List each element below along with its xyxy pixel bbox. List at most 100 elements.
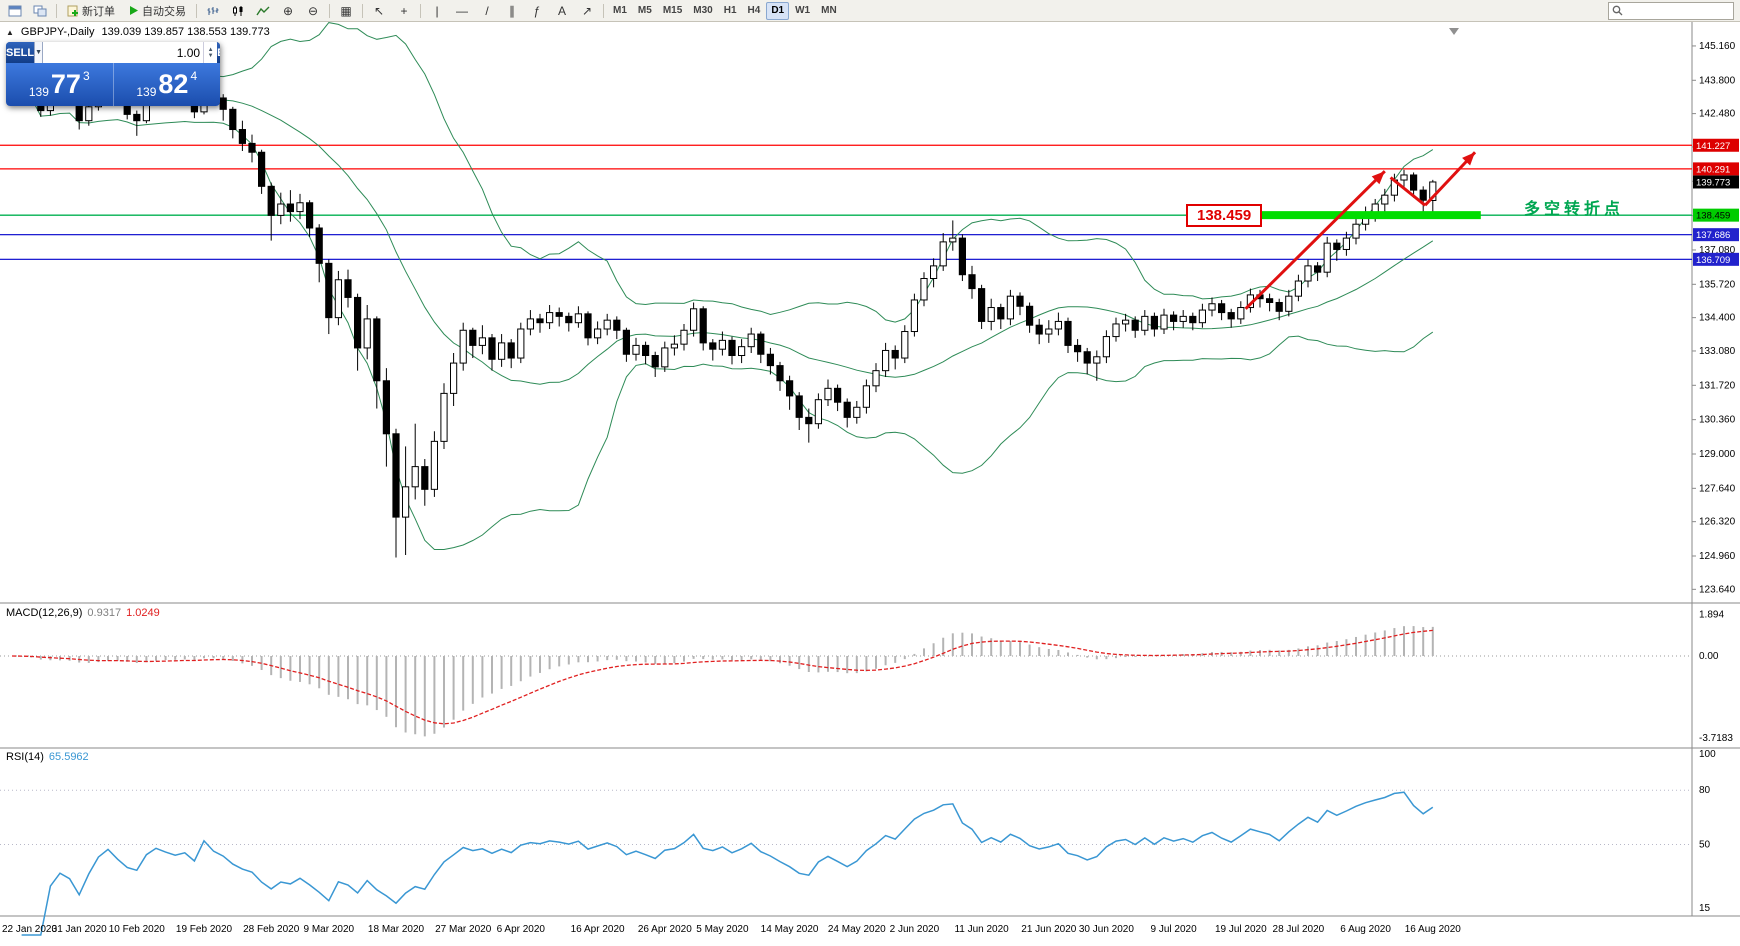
candle — [680, 329, 688, 345]
candle — [939, 241, 947, 267]
arrow-tool-button[interactable]: ↗ — [581, 3, 593, 18]
bid-price-button[interactable]: 139 77 3 — [6, 63, 114, 106]
one-click-toggle-icon[interactable]: ▲ — [6, 27, 14, 37]
vline-tool-button[interactable]: | — [435, 3, 439, 18]
timeframe-button-mn[interactable]: MN — [821, 5, 837, 16]
candle — [229, 108, 237, 131]
candle — [402, 486, 410, 518]
candle — [373, 318, 381, 382]
candle — [613, 319, 621, 331]
timeframe-button-w1[interactable]: W1 — [795, 5, 811, 16]
candle — [1026, 305, 1034, 326]
timeframe-button-m30[interactable]: M30 — [693, 5, 713, 16]
candlestick-chart-button[interactable] — [226, 1, 250, 21]
candle — [363, 318, 371, 349]
trade-panel-header: SELL ▼ ▲ ▼ BUY — [6, 42, 220, 63]
candle — [248, 142, 256, 153]
hline-tool-button[interactable]: — — [456, 3, 468, 18]
volume-spinner-up-icon[interactable]: ▲ — [207, 46, 214, 53]
date-label: 21 Jun 2020 — [1021, 924, 1076, 935]
timeframe-button-m5[interactable]: M5 — [637, 5, 652, 16]
trend-arrow-line[interactable] — [1244, 170, 1386, 310]
buy-button[interactable]: BUY — [217, 42, 220, 63]
trend-arrowhead[interactable] — [1462, 152, 1475, 166]
turning-point-note[interactable]: 多空转折点 — [1524, 201, 1625, 218]
cursor-tool-button[interactable]: ↖ — [373, 3, 385, 18]
ask-frac: 4 — [190, 69, 198, 83]
ask-pips: 82 — [158, 69, 189, 99]
trend-arrowhead[interactable] — [1371, 171, 1385, 185]
channel-tool-button[interactable]: ∥ — [509, 3, 515, 18]
price-badge — [1693, 175, 1739, 189]
candle — [546, 312, 554, 324]
candle — [1314, 265, 1322, 273]
autotrade-button[interactable]: 自动交易 — [122, 1, 192, 21]
crosshair-tool-button[interactable]: + — [400, 3, 408, 18]
candle — [958, 237, 966, 276]
toolbar-separator — [603, 3, 604, 18]
bar-chart-icon — [207, 6, 219, 15]
zoom-in-button[interactable]: ⊕ — [282, 3, 294, 18]
line-chart-button[interactable] — [251, 1, 275, 21]
price-tick-label: 126.320 — [1699, 517, 1736, 528]
price-tick-label: 123.640 — [1699, 584, 1736, 595]
chart-shift-marker[interactable] — [1449, 28, 1459, 35]
candle — [555, 312, 563, 317]
candle — [872, 370, 880, 387]
search-input[interactable] — [1626, 4, 1730, 17]
candle — [488, 337, 496, 360]
macd-tick-label: 1.894 — [1699, 609, 1724, 620]
trendline-tool-button[interactable]: / — [485, 3, 489, 18]
date-label: 14 May 2020 — [761, 924, 819, 935]
toolbar-separator — [196, 3, 197, 18]
price-tick-label: 131.720 — [1699, 380, 1736, 391]
macd-tick-label: -3.7183 — [1699, 733, 1733, 744]
candle — [642, 344, 650, 357]
candle — [738, 346, 746, 357]
candle — [747, 333, 755, 348]
volume-input[interactable] — [43, 42, 204, 63]
indicators-grid-button[interactable]: ▦ — [340, 3, 352, 18]
candle — [1064, 320, 1072, 346]
volume-dropdown-button[interactable]: ▼ — [34, 42, 44, 63]
timeframe-button-d1[interactable]: D1 — [766, 1, 790, 20]
candle — [392, 433, 400, 518]
new-chart-button[interactable] — [3, 1, 27, 21]
chart-window-icon — [8, 5, 22, 16]
ask-price-button[interactable]: 139 82 4 — [114, 63, 221, 106]
price-axis: 145.160143.800142.480141.160139.800138.4… — [1692, 41, 1736, 595]
bid-frac: 3 — [82, 69, 90, 83]
timeframe-button-h1[interactable]: H1 — [723, 5, 737, 16]
volume-spinner-down-icon[interactable]: ▼ — [207, 52, 214, 59]
candle — [1400, 174, 1408, 181]
trend-arrow-line[interactable] — [1389, 176, 1427, 207]
date-label: 6 Apr 2020 — [497, 924, 546, 935]
text-tool-button[interactable]: A — [557, 3, 566, 18]
timeframe-button-m1[interactable]: M1 — [613, 5, 627, 16]
price-tick-label: 133.080 — [1699, 346, 1736, 357]
candle — [1410, 174, 1418, 191]
new-order-icon — [67, 5, 78, 16]
zoom-out-button[interactable]: ⊖ — [307, 3, 319, 18]
candle — [478, 337, 486, 346]
price-tick-label: 127.640 — [1699, 483, 1736, 494]
candle — [728, 339, 736, 357]
price-badge — [1693, 228, 1739, 242]
new-order-button[interactable]: 新订单 — [61, 1, 121, 21]
fibonacci-tool-button[interactable]: ƒ — [533, 3, 541, 18]
trade-panel-prices: 139 77 3 139 82 4 — [6, 63, 220, 106]
candle — [286, 203, 294, 213]
date-label: 22 Jan 2020 — [2, 924, 57, 935]
rsi-tick-label: 80 — [1699, 785, 1711, 796]
bar-chart-button[interactable] — [201, 1, 225, 21]
price-level-callout[interactable]: 138.459 — [1186, 204, 1263, 227]
timeframe-button-m15[interactable]: M15 — [662, 5, 683, 16]
candle — [1150, 315, 1159, 330]
timeframe-button-h4[interactable]: H4 — [747, 5, 761, 16]
profiles-button[interactable] — [28, 1, 52, 21]
candle — [440, 392, 448, 442]
date-label: 10 Feb 2020 — [109, 924, 166, 935]
trend-arrows[interactable] — [1244, 151, 1477, 310]
sell-button[interactable]: SELL — [6, 42, 35, 63]
